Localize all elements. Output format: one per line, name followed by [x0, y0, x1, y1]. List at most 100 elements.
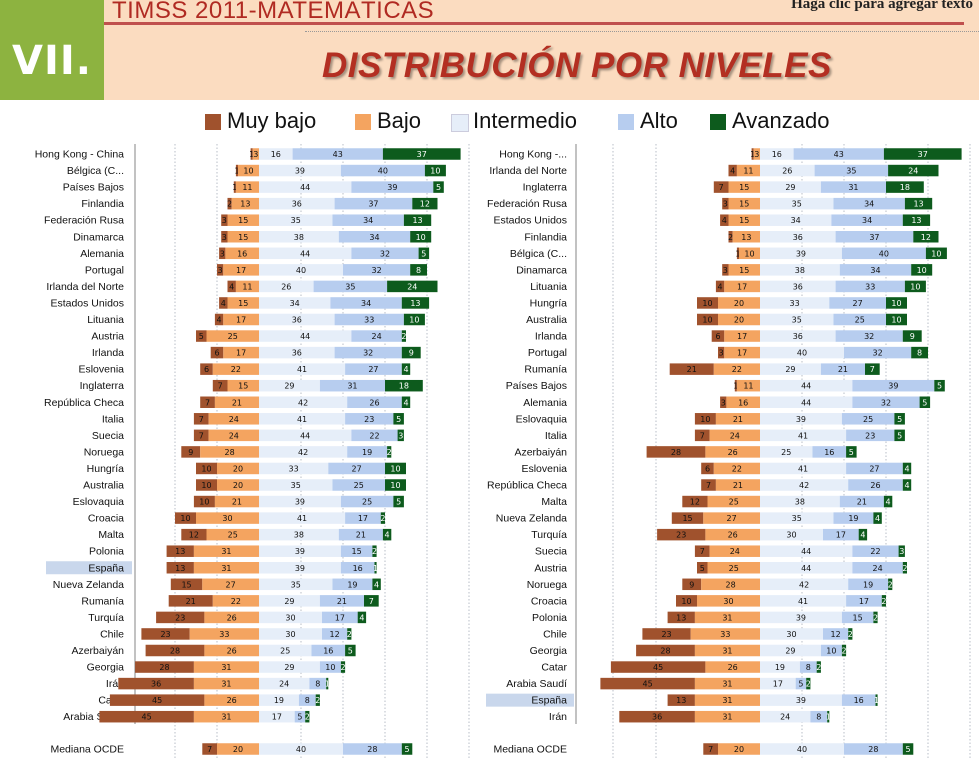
bar-left-24-muy-bajo: [166, 545, 194, 557]
bar-right-32-muy-bajo: [600, 677, 695, 690]
bar-left-2-bajo: [235, 181, 259, 193]
bar-right-26-bajo: [701, 578, 760, 591]
bar-left-13-alto: [345, 363, 402, 375]
bar-left-15-intermedio: [259, 396, 348, 408]
value-label-right-median-0: 7: [708, 745, 713, 754]
bar-left-29-alto: [322, 628, 348, 640]
value-label-right-6-3: 40: [879, 249, 889, 258]
row-label-left-20: Australia: [83, 480, 124, 492]
bar-right-6-alto: [841, 247, 926, 260]
bar-right-29-muy-bajo: [642, 628, 691, 640]
value-label-right-33-1: 31: [722, 696, 732, 705]
bar-right-23-intermedio: [760, 528, 823, 541]
value-label-right-32-0: 45: [643, 680, 653, 689]
value-label-right-5-0: 2: [728, 233, 733, 242]
value-label-left-30-0: 28: [170, 647, 180, 656]
bar-left-15-muy-bajo: [200, 396, 215, 408]
bar-right-20-avanzado: [902, 479, 912, 491]
row-label-right-15: Alemania: [523, 397, 567, 409]
value-label-left-25-1: 31: [221, 564, 231, 573]
bar-right-12-intermedio: [760, 346, 844, 359]
value-label-right-28-1: 31: [722, 613, 732, 622]
value-label-left-17-0: 7: [199, 431, 204, 440]
row-label-right-5: Finlandia: [524, 231, 567, 243]
value-label-left-0-1: 3: [253, 150, 258, 159]
bar-left-17-intermedio: [259, 429, 352, 442]
value-label-left-3-0: 2: [227, 200, 232, 209]
bar-left-32-alto: [309, 677, 327, 690]
bar-right-25-intermedio: [760, 562, 853, 574]
bar-right-1-alto: [814, 164, 889, 177]
bar-right-24-bajo: [709, 545, 760, 557]
bar-left-18-alto: [347, 446, 388, 458]
bar-right-9-bajo: [718, 297, 760, 309]
text-placeholder[interactable]: Haga clic para agregar texto: [791, 0, 973, 12]
legend-swatch-alto: [618, 114, 634, 130]
row-label-right-23: Turquía: [531, 529, 567, 541]
value-label-right-14-2: 44: [801, 382, 811, 391]
bar-right-5-avanzado: [913, 231, 939, 243]
bar-right-8-bajo: [724, 280, 760, 293]
bar-left-27-alto: [319, 595, 364, 607]
value-label-right-29-4: 2: [848, 630, 853, 639]
bar-right-6-muy-bajo: [736, 247, 739, 260]
value-label-right-5-4: 12: [921, 233, 931, 242]
value-label-left-9-0: 4: [221, 299, 226, 308]
bar-right-18-intermedio: [760, 446, 813, 458]
value-label-right-31-4: 2: [816, 663, 821, 672]
row-label-left-19: Hungría: [87, 463, 125, 475]
value-label-right-2-2: 29: [785, 183, 795, 192]
value-label-right-27-2: 41: [798, 597, 808, 606]
row-label-left-28: Turquía: [88, 612, 124, 624]
value-label-left-8-4: 24: [407, 282, 417, 291]
bar-right-22-intermedio: [760, 512, 834, 524]
value-label-left-26-1: 27: [226, 580, 236, 589]
bar-left-27-avanzado: [364, 595, 379, 607]
value-label-right-19-0: 6: [705, 464, 710, 473]
bar-left-5-alto: [338, 231, 411, 243]
value-label-right-29-1: 33: [720, 630, 730, 639]
bar-right-5-alto: [835, 231, 914, 243]
legend-label-muy-bajo: Muy bajo: [227, 108, 317, 133]
value-label-left-32-1: 31: [221, 680, 231, 689]
bar-left-22-alto: [345, 512, 381, 524]
bar-left-30-bajo: [204, 644, 259, 657]
value-label-left-6-3: 32: [380, 249, 390, 258]
bar-left-14-muy-bajo: [212, 379, 228, 392]
value-label-right-10-3: 25: [855, 316, 865, 325]
value-label-right-1-0: 4: [730, 167, 735, 176]
bar-left-34-bajo: [193, 710, 259, 723]
value-label-left-3-1: 13: [240, 200, 250, 209]
value-label-left-0-0: 1: [249, 150, 254, 159]
bar-left-19-bajo: [217, 462, 259, 475]
value-label-right-34-0: 36: [652, 713, 662, 722]
bar-right-1-intermedio: [760, 164, 815, 177]
bar-right-9-avanzado: [886, 297, 907, 309]
value-label-right-median-3: 28: [868, 745, 878, 754]
bar-right-23-bajo: [705, 528, 760, 541]
bar-left-13-muy-bajo: [200, 363, 213, 375]
value-label-left-10-3: 33: [364, 316, 374, 325]
row-label-right-21: Malta: [541, 496, 567, 508]
value-label-left-22-0: 10: [180, 514, 190, 523]
value-label-left-34-2: 17: [272, 713, 282, 722]
value-label-left-14-4: 18: [399, 382, 409, 391]
bar-left-14-bajo: [227, 379, 259, 392]
value-label-left-10-0: 4: [217, 316, 222, 325]
value-label-right-23-0: 23: [676, 531, 686, 540]
value-label-left-16-4: 5: [396, 415, 401, 424]
row-label-left-16: Italia: [102, 413, 124, 425]
value-label-left-9-1: 15: [238, 299, 248, 308]
value-label-left-22-3: 17: [358, 514, 368, 523]
bar-right-27-bajo: [697, 595, 760, 607]
bar-left-23-muy-bajo: [181, 528, 207, 541]
bar-left-12-avanzado: [401, 346, 421, 359]
bar-left-31-muy-bajo: [135, 661, 194, 673]
bar-right-30-intermedio: [760, 644, 821, 657]
row-label-left-31: Georgia: [87, 662, 125, 674]
value-label-right-16-4: 5: [897, 415, 902, 424]
bar-right-25-avanzado: [902, 562, 907, 574]
bar-left-18-bajo: [200, 446, 259, 458]
bar-left-15-alto: [347, 396, 402, 408]
